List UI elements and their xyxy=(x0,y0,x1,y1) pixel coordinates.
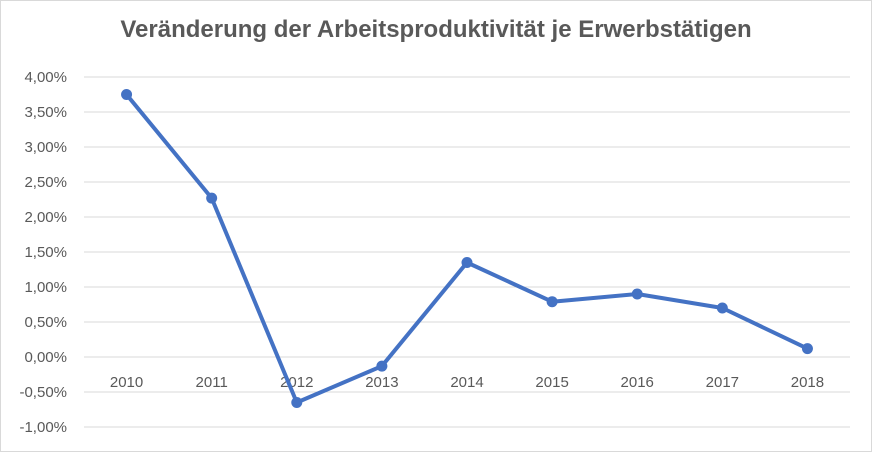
y-tick-label: 0,50% xyxy=(24,314,67,331)
x-tick-label: 2017 xyxy=(706,374,739,391)
x-tick-label: 2010 xyxy=(110,374,143,391)
y-tick-label: 4,00% xyxy=(24,69,67,86)
data-point xyxy=(121,89,133,100)
chart-title: Veränderung der Arbeitsproduktivität je … xyxy=(120,16,752,43)
data-point xyxy=(376,360,388,372)
y-tick-label: 2,00% xyxy=(24,209,67,226)
x-tick-label: 2015 xyxy=(535,374,568,391)
y-tick-label: 3,00% xyxy=(24,139,67,156)
data-point xyxy=(461,257,473,268)
y-tick-label: 0,00% xyxy=(24,349,67,366)
data-point xyxy=(716,302,728,314)
data-point xyxy=(631,288,643,300)
data-point xyxy=(206,192,218,204)
y-tick-label: 2,50% xyxy=(24,174,67,191)
series-line xyxy=(124,92,810,405)
data-point xyxy=(291,397,303,408)
x-tick-label: 2016 xyxy=(621,374,654,391)
data-point xyxy=(801,343,813,355)
x-tick-label: 2011 xyxy=(196,374,228,391)
y-tick-label: -1,00% xyxy=(19,419,67,436)
x-tick-label: 2014 xyxy=(450,374,483,391)
data-point xyxy=(546,296,558,308)
y-tick-label: -0,50% xyxy=(19,384,67,401)
y-tick-label: 3,50% xyxy=(24,104,67,121)
y-tick-label: 1,00% xyxy=(24,279,67,296)
x-tick-label: 2013 xyxy=(365,374,398,391)
x-tick-label: 2018 xyxy=(791,374,824,391)
y-tick-label: 1,50% xyxy=(24,244,67,261)
